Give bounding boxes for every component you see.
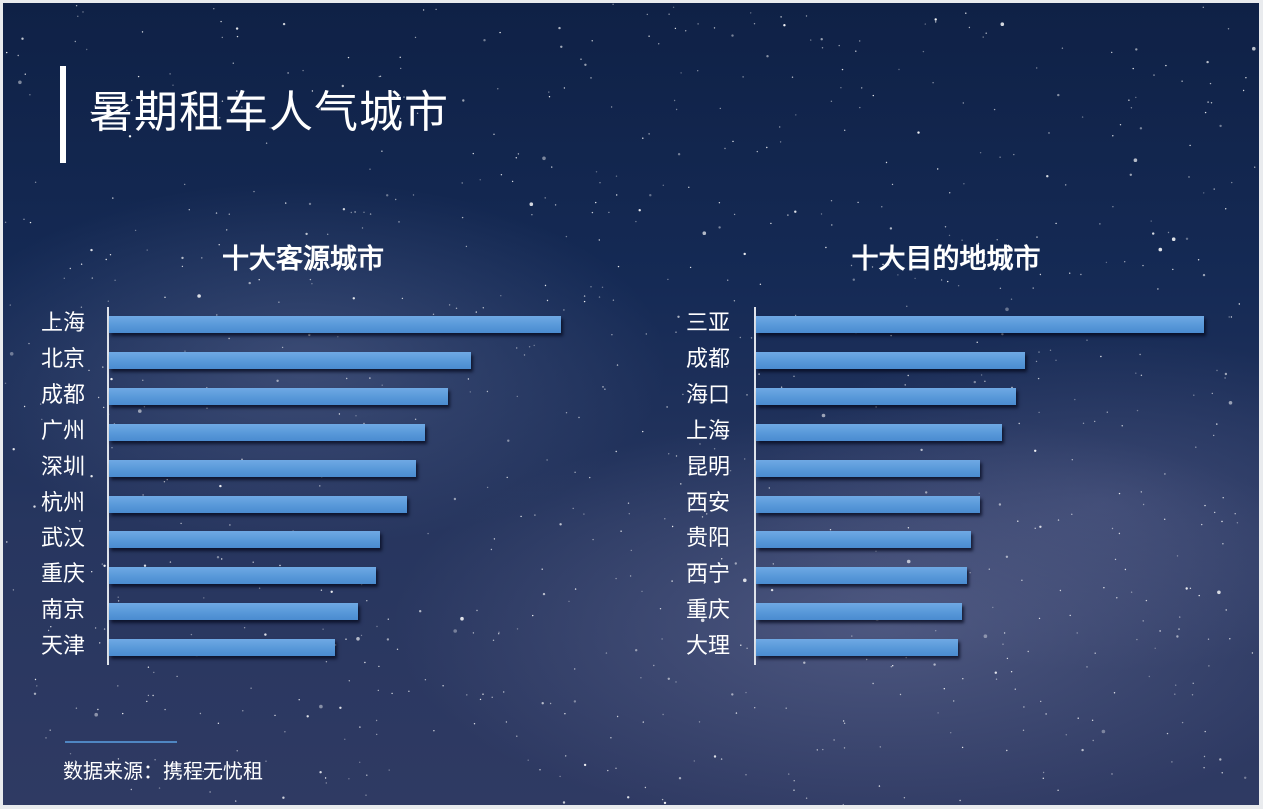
bar xyxy=(109,531,380,549)
category-label: 广州 xyxy=(40,418,85,444)
y-axis-line xyxy=(754,307,756,665)
category-label: 昆明 xyxy=(685,454,730,480)
category-label: 武汉 xyxy=(40,526,85,552)
category-label: 重庆 xyxy=(685,598,730,624)
category-label: 成都 xyxy=(40,382,85,408)
category-label: 大理 xyxy=(685,634,730,660)
bar xyxy=(756,351,1025,369)
y-axis-line xyxy=(107,307,109,665)
category-label: 三亚 xyxy=(685,311,730,336)
bar xyxy=(756,639,958,657)
bar xyxy=(756,567,967,585)
data-source-note: 数据来源：携程无忧租 xyxy=(63,759,263,783)
bar xyxy=(109,495,407,513)
category-label: 上海 xyxy=(40,311,85,336)
category-label: 海口 xyxy=(685,382,730,408)
bar xyxy=(109,351,471,369)
chart-title: 十大目的地城市 xyxy=(851,244,1041,275)
category-label: 西宁 xyxy=(685,562,730,588)
bar xyxy=(109,567,376,585)
category-label: 北京 xyxy=(40,346,85,372)
category-label: 重庆 xyxy=(40,562,85,588)
bar xyxy=(756,459,980,477)
category-label: 杭州 xyxy=(40,490,85,516)
category-label: 贵阳 xyxy=(685,526,730,552)
category-label: 上海 xyxy=(685,418,730,444)
bar xyxy=(756,495,980,513)
category-label: 西安 xyxy=(685,490,730,516)
page-title: 暑期租车人气城市 xyxy=(89,87,449,138)
bar xyxy=(756,387,1016,405)
bar xyxy=(756,316,1204,333)
bar xyxy=(109,423,425,441)
bar xyxy=(109,316,561,333)
bar xyxy=(109,603,358,621)
bar xyxy=(756,531,971,549)
bar xyxy=(109,459,416,477)
bar xyxy=(109,387,448,405)
bar xyxy=(756,423,1002,441)
category-label: 南京 xyxy=(40,598,85,624)
bar xyxy=(109,639,335,657)
chart-title: 十大客源城市 xyxy=(222,244,384,275)
title-accent-bar xyxy=(60,66,66,163)
source-divider xyxy=(65,741,177,743)
category-label: 天津 xyxy=(40,634,85,660)
slide: 暑期租车人气城市 十大客源城市 上海 北京 成都 广州 深圳 杭州 武汉 重庆 南京 天津 十大目… xyxy=(3,3,1259,805)
category-label: 深圳 xyxy=(40,454,85,480)
category-label: 成都 xyxy=(685,346,730,372)
bar xyxy=(756,603,962,621)
